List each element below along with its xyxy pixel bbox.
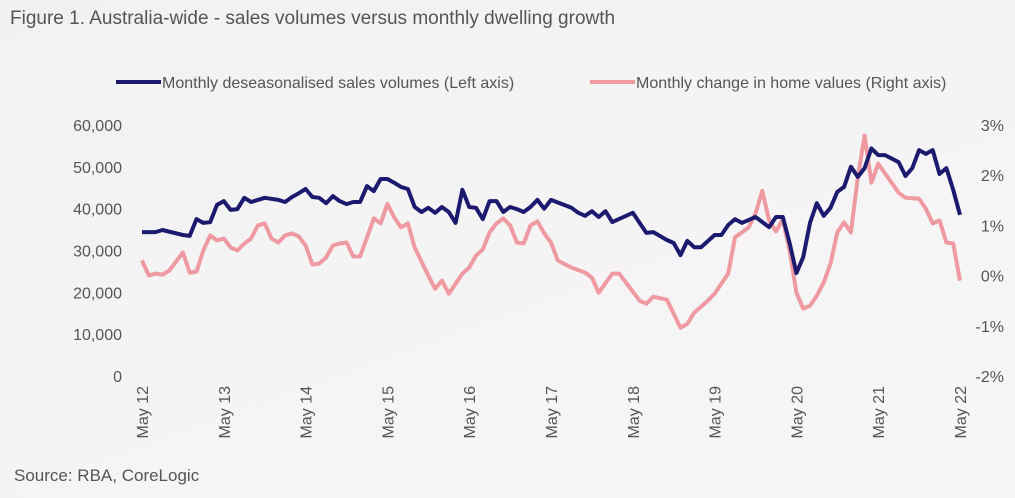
x-axis-tick-label: May 14 bbox=[299, 386, 316, 439]
left-axis-tick-label: 40,000 bbox=[73, 202, 122, 219]
source-note: Source: RBA, CoreLogic bbox=[14, 466, 200, 485]
left-axis-tick-label: 30,000 bbox=[73, 244, 122, 261]
x-axis-tick-label: May 15 bbox=[380, 386, 397, 439]
right-axis-tick-label: 2% bbox=[981, 168, 1004, 185]
legend-label-sales: Monthly deseasonalised sales volumes (Le… bbox=[162, 75, 514, 92]
x-axis-tick-label: May 19 bbox=[708, 386, 725, 439]
left-axis-tick-label: 0 bbox=[113, 369, 122, 386]
x-axis-tick-label: May 17 bbox=[544, 386, 561, 439]
right-axis-tick-label: -1% bbox=[976, 319, 1004, 336]
home-value-change-line bbox=[140, 133, 962, 330]
right-axis-tick-label: 1% bbox=[981, 218, 1004, 235]
left-axis-tick-label: 60,000 bbox=[73, 118, 122, 135]
legend-label-home-values: Monthly change in home values (Right axi… bbox=[636, 75, 946, 92]
left-axis-tick-label: 10,000 bbox=[73, 327, 122, 344]
x-axis-tick-label: May 16 bbox=[462, 386, 479, 439]
right-axis-tick-label: 0% bbox=[981, 269, 1004, 286]
right-axis-tick-label: -2% bbox=[976, 369, 1004, 386]
left-axis-tick-label: 20,000 bbox=[73, 285, 122, 302]
x-axis-tick-label: May 21 bbox=[871, 386, 888, 439]
left-axis-tick-label: 50,000 bbox=[73, 160, 122, 177]
x-axis-tick-label: May 13 bbox=[217, 386, 234, 439]
x-axis-tick-label: May 18 bbox=[626, 386, 643, 439]
chart-title: Figure 1. Australia-wide - sales volumes… bbox=[10, 8, 616, 29]
x-axis-tick-label: May 22 bbox=[953, 386, 970, 439]
sales-volume-line bbox=[142, 146, 962, 276]
x-axis-tick-label: May 20 bbox=[789, 386, 806, 439]
right-axis-tick-label: 3% bbox=[981, 118, 1004, 135]
x-axis-tick-label: May 12 bbox=[135, 386, 152, 439]
